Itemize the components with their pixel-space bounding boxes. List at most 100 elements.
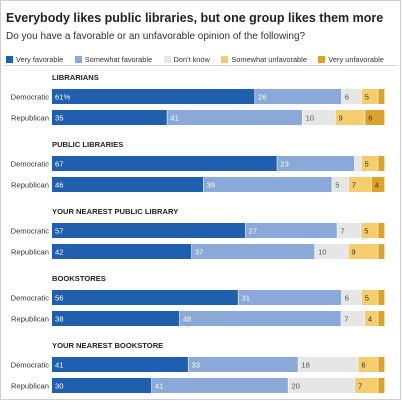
data-label: 10 — [318, 248, 326, 257]
bar-segment-very-unfavorable — [365, 110, 385, 125]
bar-segment-don-t-know — [288, 378, 355, 393]
data-label: 56 — [55, 294, 63, 303]
data-label: 41 — [55, 361, 63, 370]
bar-segment-don-t-know — [332, 177, 349, 192]
row-label-democratic: Democratic — [11, 361, 50, 370]
bar-segment-very-unfavorable — [378, 290, 385, 305]
legend-swatch — [318, 56, 326, 64]
chart-legend: Very favorable Somewhat favorable Don't … — [6, 51, 391, 65]
row-label-republican: Republican — [11, 382, 49, 391]
bar-segment-don-t-know — [298, 357, 358, 372]
bar-segment-somewhat-favorable — [167, 110, 302, 125]
bar-segment-somewhat-favorable — [238, 290, 342, 305]
bar-segment-very-favorable — [52, 357, 188, 372]
bar-segment-very-favorable — [52, 311, 180, 326]
legend-label: Very favorable — [16, 55, 64, 65]
legend-swatch — [163, 56, 171, 64]
data-label: 67 — [55, 160, 63, 169]
data-label: 10 — [306, 114, 314, 123]
data-label: 5 — [365, 93, 369, 102]
bar-segment-very-favorable — [52, 244, 192, 259]
data-label: 46 — [55, 181, 63, 190]
data-label: 9 — [351, 248, 355, 257]
bar-segment-very-unfavorable — [371, 177, 385, 192]
chart-title: Everybody likes public libraries, but on… — [6, 11, 384, 25]
data-label: 7 — [358, 382, 362, 391]
legend-item-somewhat-favorable: Somewhat favorable — [74, 55, 152, 64]
bar-segment-somewhat-unfavorable — [335, 110, 365, 125]
bar-segment-very-favorable — [52, 177, 204, 192]
bar-segment-somewhat-unfavorable — [355, 378, 378, 393]
legend-item-very-favorable: Very favorable — [6, 55, 63, 64]
data-label: 37 — [195, 248, 203, 257]
bar-segment-somewhat-favorable — [191, 244, 315, 259]
bar-segment-don-t-know — [302, 110, 335, 125]
data-label: 38 — [55, 315, 63, 324]
data-label: 4 — [375, 181, 379, 190]
row-label-democratic: Democratic — [11, 160, 50, 169]
data-label: 7 — [352, 181, 356, 190]
bar-segment-somewhat-unfavorable — [361, 156, 378, 171]
bar-segment-don-t-know — [341, 89, 362, 104]
data-label: 5 — [364, 227, 368, 236]
section-title-your-nearest-bookstore: YOUR NEAREST BOOKSTORE — [52, 341, 163, 350]
legend-label: Very unfavorable — [328, 55, 384, 65]
bar-segment-somewhat-unfavorable — [358, 357, 378, 372]
legend-item-somewhat-unfavorable: Somewhat unfavorable — [221, 55, 307, 64]
section-title-bookstores: BOOKSTORES — [52, 274, 106, 283]
data-label: 39 — [207, 181, 215, 190]
data-label: 23 — [280, 160, 288, 169]
bar-segment-somewhat-favorable — [255, 89, 342, 104]
bar-segment-very-unfavorable — [378, 311, 385, 326]
data-label: 48 — [183, 315, 191, 324]
bar-segment-very-favorable — [52, 156, 277, 171]
data-label: 6 — [368, 114, 372, 123]
data-label: 35 — [55, 114, 63, 123]
bar-segment-don-t-know — [341, 311, 365, 326]
bar-segment-very-favorable — [52, 89, 255, 104]
row-label-republican: Republican — [11, 114, 49, 123]
data-label: 5 — [335, 181, 339, 190]
bar-segment-somewhat-favorable — [151, 378, 288, 393]
bar-segment-somewhat-unfavorable — [361, 89, 378, 104]
data-label: 6 — [361, 361, 365, 370]
bar-segment-somewhat-favorable — [277, 156, 355, 171]
bar-segment-don-t-know — [337, 223, 361, 238]
legend-item-very-unfavorable: Very unfavorable — [318, 55, 384, 65]
bar-segment-don-t-know — [341, 290, 362, 305]
data-label: 6 — [345, 93, 349, 102]
data-label: 27 — [249, 227, 257, 236]
chart-subtitle: Do you have a favorable or an unfavorabl… — [6, 31, 306, 42]
data-label: 7 — [340, 227, 344, 236]
bar-segment-very-favorable — [52, 223, 246, 238]
bar-segment-very-favorable — [52, 378, 152, 393]
section-title-librarians: LIBRARIANS — [52, 73, 99, 82]
section-title-your-nearest-public-library: YOUR NEAREST PUBLIC LIBRARY — [52, 207, 178, 216]
row-label-democratic: Democratic — [11, 227, 50, 236]
bar-segment-somewhat-unfavorable — [361, 290, 378, 305]
bar-segment-very-unfavorable — [378, 89, 385, 104]
header-divider — [4, 65, 397, 66]
bar-segment-somewhat-unfavorable — [364, 311, 378, 326]
row-label-democratic: Democratic — [11, 294, 50, 303]
data-label: 4 — [368, 315, 372, 324]
section-title-public-libraries: PUBLIC LIBRARIES — [52, 140, 123, 149]
data-label: 5 — [365, 294, 369, 303]
data-label: 31 — [241, 294, 249, 303]
data-label: 57 — [55, 227, 63, 236]
row-label-republican: Republican — [11, 315, 49, 324]
data-label: 61% — [55, 93, 70, 102]
data-label: 33 — [192, 361, 200, 370]
data-label: 9 — [339, 114, 343, 123]
bar-segment-somewhat-favorable — [203, 177, 332, 192]
legend-swatch — [6, 56, 13, 64]
bar-segment-somewhat-favorable — [245, 223, 337, 238]
legend-swatch — [74, 56, 82, 64]
data-label: 42 — [55, 248, 63, 257]
data-label: 41 — [155, 382, 163, 391]
data-label: 6 — [345, 294, 349, 303]
bar-segment-very-unfavorable — [378, 357, 385, 372]
bar-segment-somewhat-unfavorable — [348, 244, 378, 259]
